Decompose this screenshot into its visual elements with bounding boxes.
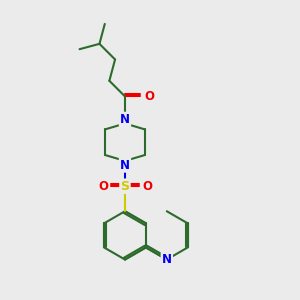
Text: O: O bbox=[142, 180, 152, 193]
Text: N: N bbox=[120, 113, 130, 126]
Text: S: S bbox=[121, 180, 130, 193]
Text: O: O bbox=[98, 180, 108, 193]
Text: N: N bbox=[120, 158, 130, 172]
Text: N: N bbox=[162, 253, 172, 266]
Text: O: O bbox=[144, 90, 154, 103]
